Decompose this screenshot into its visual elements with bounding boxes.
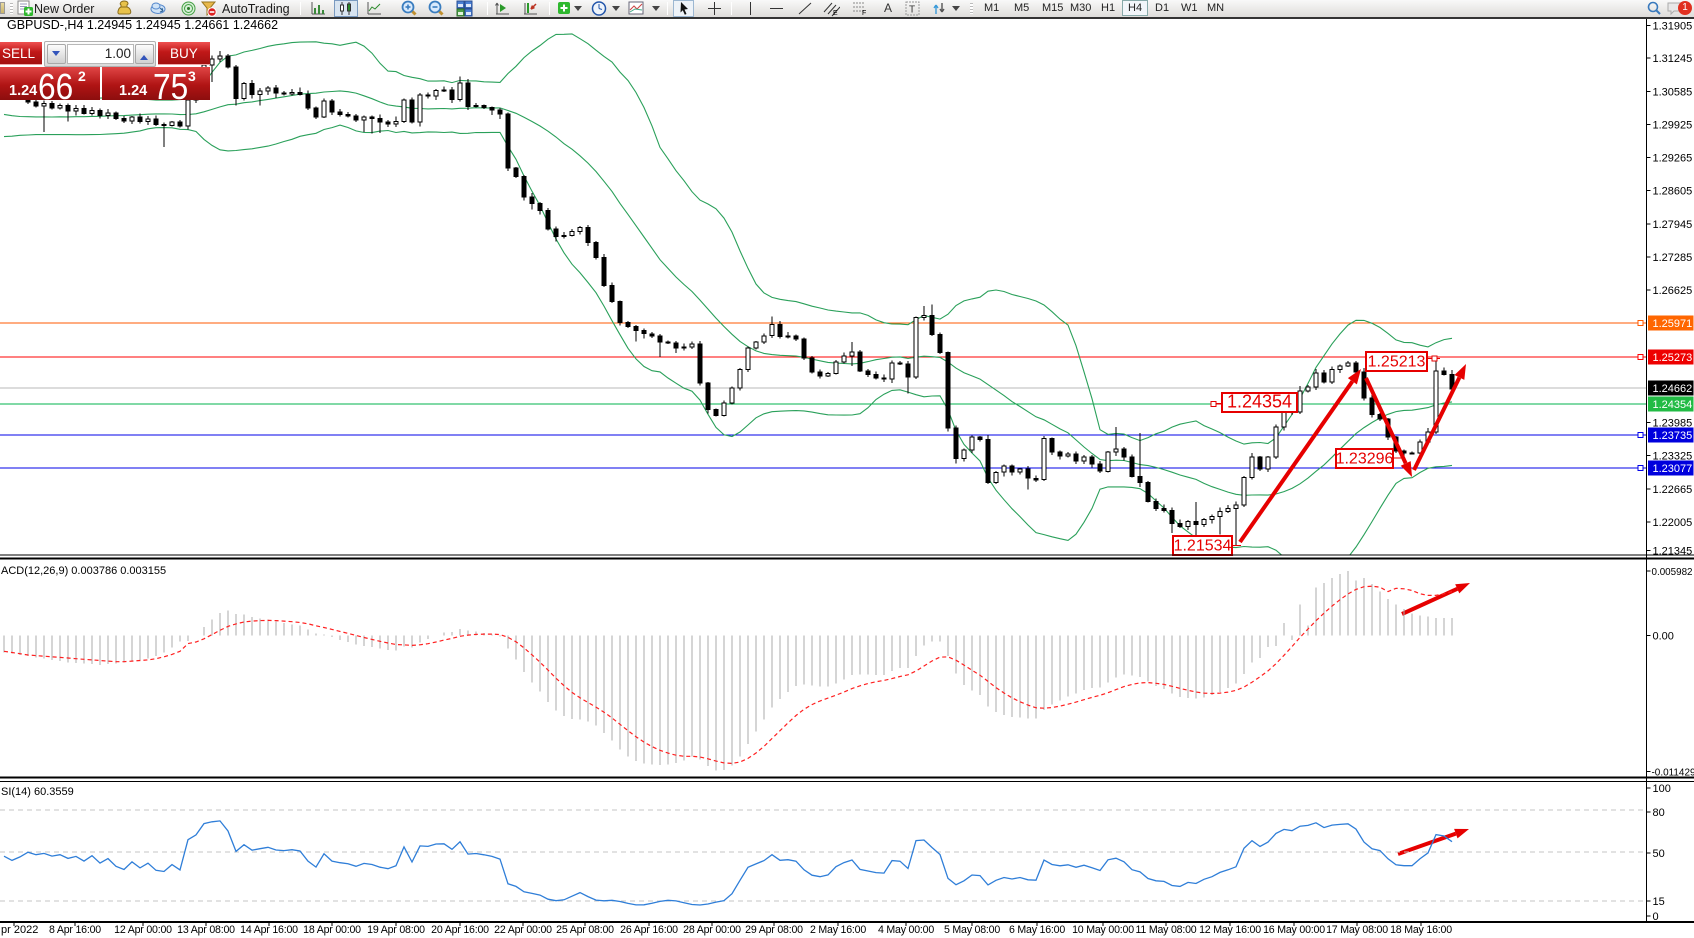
svg-text:25 Apr 08:00: 25 Apr 08:00 <box>556 924 614 936</box>
svg-text:1.23735: 1.23735 <box>1653 430 1693 442</box>
svg-text:E: E <box>833 10 838 17</box>
svg-text:1.27945: 1.27945 <box>1653 219 1693 231</box>
svg-text:10 May 00:00: 10 May 00:00 <box>1072 924 1134 936</box>
svg-text:4 May 00:00: 4 May 00:00 <box>878 924 934 936</box>
svg-text:2 May 16:00: 2 May 16:00 <box>810 924 866 936</box>
svg-text:GBPUSD-,H4 1.24945 1.24945 1.: GBPUSD-,H4 1.24945 1.24945 1.24661 1.246… <box>7 18 278 32</box>
svg-text:1.21345: 1.21345 <box>1653 546 1693 558</box>
svg-text:50: 50 <box>1653 848 1665 860</box>
svg-text:1.31245: 1.31245 <box>1653 53 1693 65</box>
svg-text:1.21534: 1.21534 <box>1174 538 1232 555</box>
svg-text:1.25971: 1.25971 <box>1653 318 1693 330</box>
svg-text:pr 2022: pr 2022 <box>1 924 38 936</box>
svg-text:T: T <box>909 5 915 16</box>
svg-text:1.25213: 1.25213 <box>1368 354 1426 371</box>
svg-text:1.24662: 1.24662 <box>1653 383 1693 395</box>
svg-text:18 Apr 00:00: 18 Apr 00:00 <box>303 924 361 936</box>
svg-text:19 Apr 08:00: 19 Apr 08:00 <box>367 924 425 936</box>
svg-text:1.25273: 1.25273 <box>1653 352 1693 364</box>
svg-text:11 May 08:00: 11 May 08:00 <box>1135 924 1196 936</box>
svg-text:1.24354: 1.24354 <box>1653 399 1693 411</box>
svg-text:1.29925: 1.29925 <box>1653 120 1693 132</box>
svg-text:0.005982: 0.005982 <box>1652 566 1693 578</box>
svg-text:16 May 00:00: 16 May 00:00 <box>1263 924 1325 936</box>
svg-text:26 Apr 16:00: 26 Apr 16:00 <box>620 924 678 936</box>
svg-text:1.23985: 1.23985 <box>1653 417 1693 429</box>
svg-text:1.24354: 1.24354 <box>1227 392 1292 412</box>
svg-text:20 Apr 16:00: 20 Apr 16:00 <box>431 924 489 936</box>
svg-text:17 May 08:00: 17 May 08:00 <box>1326 924 1388 936</box>
svg-text:-0.011429: -0.011429 <box>1652 767 1694 779</box>
svg-text:1.26625: 1.26625 <box>1653 285 1693 297</box>
svg-text:8 Apr 16:00: 8 Apr 16:00 <box>49 924 101 936</box>
svg-text:SI(14) 60.3559: SI(14) 60.3559 <box>1 786 74 798</box>
svg-text:F: F <box>862 10 866 17</box>
svg-text:1.23296: 1.23296 <box>1336 451 1394 468</box>
svg-text:100: 100 <box>1653 783 1671 795</box>
svg-text:1.27285: 1.27285 <box>1653 252 1693 264</box>
svg-text:1.23077: 1.23077 <box>1653 463 1693 475</box>
svg-text:22 Apr 00:00: 22 Apr 00:00 <box>494 924 552 936</box>
svg-text:1.31905: 1.31905 <box>1653 20 1693 32</box>
svg-text:6 May 16:00: 6 May 16:00 <box>1009 924 1065 936</box>
svg-text:28 Apr 00:00: 28 Apr 00:00 <box>683 924 741 936</box>
svg-text:13 Apr 08:00: 13 Apr 08:00 <box>177 924 235 936</box>
svg-text:0: 0 <box>1653 911 1659 923</box>
svg-text:15: 15 <box>1653 896 1665 908</box>
svg-text:14 Apr 16:00: 14 Apr 16:00 <box>240 924 298 936</box>
svg-text:5 May 08:00: 5 May 08:00 <box>944 924 1000 936</box>
svg-text:1.30585: 1.30585 <box>1653 86 1693 98</box>
svg-text:12 Apr 00:00: 12 Apr 00:00 <box>114 924 172 936</box>
svg-text:1.23325: 1.23325 <box>1653 450 1693 462</box>
svg-text:ACD(12,26,9) 0.003786 0.003155: ACD(12,26,9) 0.003786 0.003155 <box>1 565 166 577</box>
svg-text:1.22005: 1.22005 <box>1653 517 1693 529</box>
svg-text:80: 80 <box>1653 807 1665 819</box>
svg-text:29 Apr 08:00: 29 Apr 08:00 <box>745 924 803 936</box>
svg-text:18 May 16:00: 18 May 16:00 <box>1390 924 1452 936</box>
svg-text:0.00: 0.00 <box>1653 630 1674 642</box>
svg-text:1.29265: 1.29265 <box>1653 153 1693 165</box>
svg-text:1.22665: 1.22665 <box>1653 484 1693 496</box>
svg-text:1.28605: 1.28605 <box>1653 186 1693 198</box>
svg-text:12 May 16:00: 12 May 16:00 <box>1199 924 1261 936</box>
